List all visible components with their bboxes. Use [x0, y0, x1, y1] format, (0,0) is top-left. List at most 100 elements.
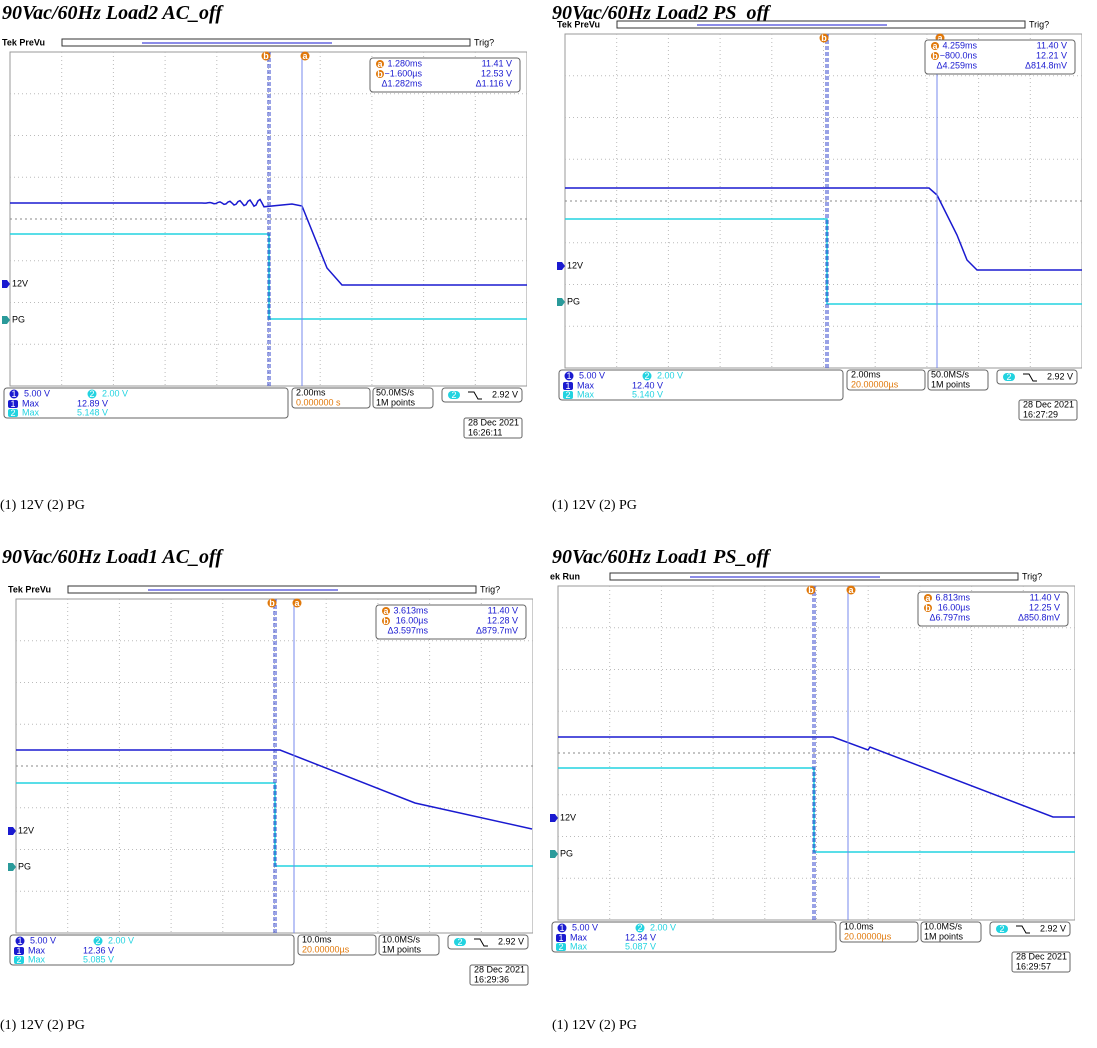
ground-label: 12V — [560, 812, 576, 822]
trigger-status: Trig? — [1029, 20, 1049, 29]
cursor-readout — [375, 604, 527, 640]
cursor-marker — [931, 52, 939, 60]
acquisition-box — [372, 387, 434, 409]
cursor-marker-label: b — [263, 51, 269, 61]
trigger-slope — [1023, 373, 1037, 382]
channel-number: 1 — [566, 371, 571, 381]
scope-status: ek Run — [550, 572, 580, 581]
channel-scale: 5.00 V — [24, 388, 50, 398]
channel-number: 2 — [999, 924, 1004, 934]
cursor-marker-label: b — [377, 69, 383, 79]
cursor-value: 11.40 V — [1037, 40, 1067, 50]
ground-marker — [557, 298, 565, 306]
trigger-box — [989, 921, 1071, 937]
trace-ch1 — [565, 187, 1082, 271]
channel-scale: 2.00 V — [650, 922, 676, 932]
max-value: 12.89 V — [77, 398, 108, 408]
cursor-delta-value: Δ814.8mV — [1025, 60, 1067, 70]
channel-number: 1 — [559, 923, 564, 933]
ground-label: PG — [560, 848, 573, 858]
cursor-delta-value: Δ879.7mV — [476, 625, 518, 635]
max-value: 12.34 V — [625, 932, 656, 942]
channel-scale: 2.00 V — [657, 370, 683, 380]
cursor-marker-label: a — [932, 41, 938, 51]
cursor-marker — [806, 585, 816, 595]
cursor-marker-label: b — [925, 603, 931, 613]
channel-badge — [93, 936, 103, 946]
measure-badge — [8, 400, 18, 408]
max-label: Max — [22, 398, 40, 408]
cursor-value: 11.41 V — [482, 58, 512, 68]
cursor-marker — [376, 70, 384, 78]
channel-number: 1 — [11, 389, 16, 399]
measure-badge — [556, 934, 566, 942]
channel-scale: 2.00 V — [108, 935, 134, 945]
sample-rate: 50.0MS/s — [931, 369, 970, 379]
channel-number: 2 — [457, 937, 462, 947]
channel-scale: 5.00 V — [572, 922, 598, 932]
cursor-delta-time: Δ6.797ms — [929, 612, 970, 622]
trace-ch2 — [565, 218, 1082, 305]
timebase: 10.0ms — [844, 921, 874, 931]
channel-box — [9, 934, 295, 966]
trigger-position: 20.00000µs — [302, 944, 350, 954]
channel-number: 1 — [17, 936, 22, 946]
trace-ch1 — [558, 736, 1075, 818]
channel-number: 1 — [558, 933, 563, 943]
cursor-delta-time: Δ1.282ms — [381, 78, 422, 88]
measure-badge — [563, 382, 573, 390]
channel-badge — [557, 923, 567, 933]
record-length: 1M points — [924, 931, 964, 941]
channel-number: 2 — [558, 942, 563, 952]
measure-badge — [556, 943, 566, 951]
cursor-marker — [846, 585, 856, 595]
date: 28 Dec 2021 — [1023, 399, 1074, 409]
sample-rate: 10.0MS/s — [382, 934, 421, 944]
cursor-delta-value: Δ850.8mV — [1018, 612, 1060, 622]
date-box — [1011, 951, 1071, 973]
cursor-marker-label: a — [383, 606, 389, 616]
cursor-marker-label: a — [937, 33, 943, 43]
max-label: Max — [570, 941, 588, 951]
cursor-marker-label: b — [269, 598, 275, 608]
oscilloscope-screen: Tek PreVu Trig?b aa 4.259ms 11.40 Vb −800.0ns… — [557, 20, 1082, 421]
sample-rate: 10.0MS/s — [924, 921, 963, 931]
max-value: 12.40 V — [632, 380, 663, 390]
trigger-slope — [468, 391, 482, 400]
channel-number: 2 — [95, 936, 100, 946]
max-value: 5.148 V — [77, 407, 108, 417]
cursor-marker-label: a — [925, 593, 931, 603]
trace-ch2 — [558, 767, 1075, 853]
acquisition-box — [927, 369, 989, 391]
channel-number: 2 — [16, 955, 21, 965]
channel-number: 2 — [89, 389, 94, 399]
timebase: 2.00ms — [296, 387, 326, 397]
trigger-level: 2.92 V — [1047, 371, 1073, 381]
date-box — [1018, 399, 1078, 421]
caption: (1) 12V (2) PG — [552, 498, 637, 513]
cursor-time: 1.280ms — [387, 58, 422, 68]
trigger-position: 20.00000µs — [844, 931, 892, 941]
cursor-value: 11.40 V — [1030, 592, 1060, 602]
channel-scale: 5.00 V — [30, 935, 56, 945]
channel-scale: 2.00 V — [102, 388, 128, 398]
cursor-marker-label: b — [821, 33, 827, 43]
cursor-marker-label: a — [302, 51, 308, 61]
oscilloscope-screen: ek Run Trig?b aa 6.813ms 11.40 Vb 16.00µs 12.2… — [550, 572, 1075, 973]
trigger-badge — [996, 925, 1008, 933]
record-length: 1M points — [931, 379, 971, 389]
trigger-status: Trig? — [474, 38, 494, 47]
time: 16:26:11 — [468, 427, 502, 437]
max-label: Max — [22, 407, 40, 417]
panel-title: 90Vac/60Hz Load1 PS_off — [552, 546, 770, 568]
record-length: 1M points — [382, 944, 422, 954]
ground-marker — [8, 827, 16, 835]
max-value: 5.140 V — [632, 389, 663, 399]
trace-ch2 — [16, 782, 533, 867]
cursor-value: 12.28 V — [487, 615, 518, 625]
max-label: Max — [28, 945, 46, 955]
scope-status: Tek PreVu — [8, 585, 51, 594]
max-label: Max — [570, 932, 588, 942]
channel-badge — [15, 936, 25, 946]
